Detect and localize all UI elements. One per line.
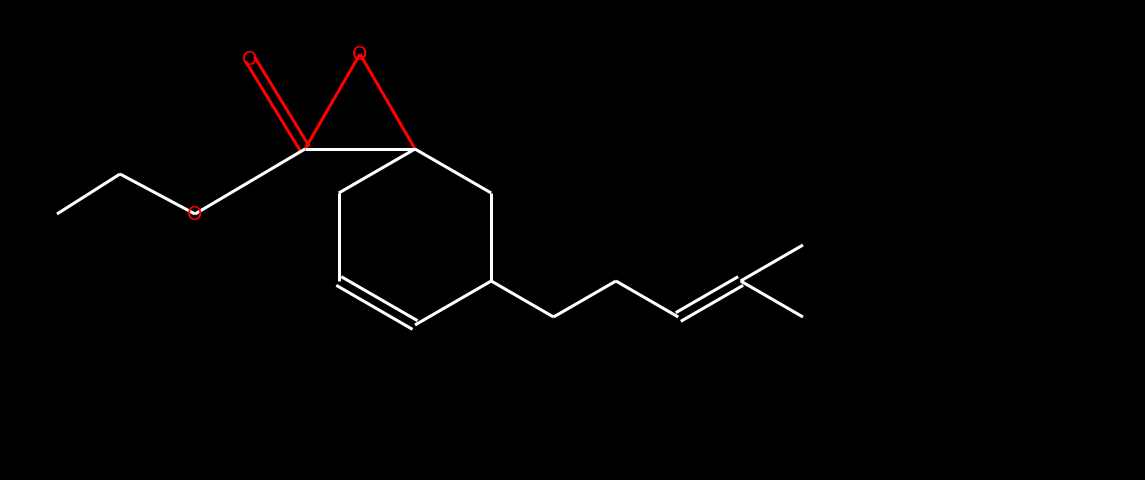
Text: O: O <box>243 50 258 69</box>
Text: O: O <box>353 46 368 64</box>
Text: O: O <box>188 205 203 224</box>
